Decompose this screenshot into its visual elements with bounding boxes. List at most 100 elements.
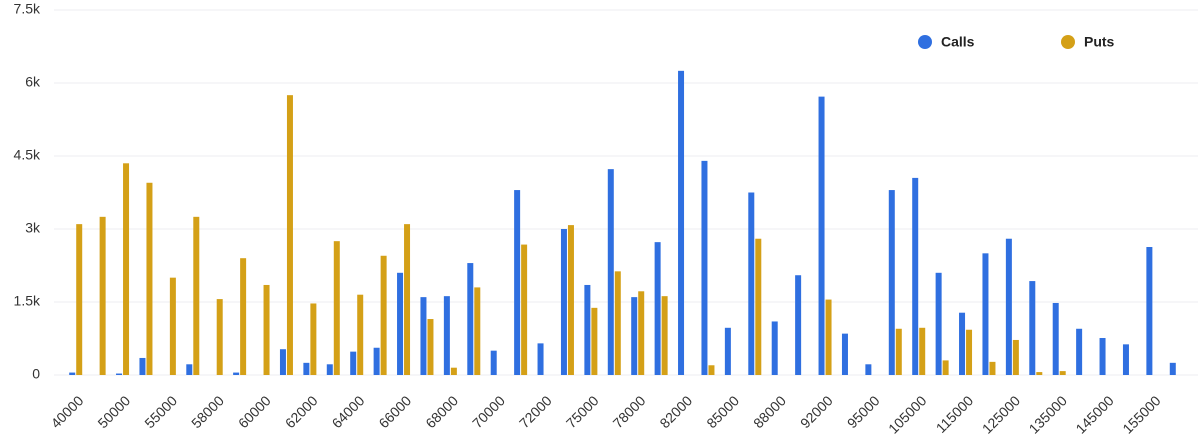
x-tick-label: 55000 [141, 392, 180, 431]
bar [443, 296, 450, 375]
x-tick-label: 125000 [979, 392, 1023, 435]
bar [233, 372, 240, 375]
x-tick-label: 88000 [750, 392, 789, 431]
x-tick-label: 115000 [933, 392, 977, 435]
x-tick-label: 50000 [94, 392, 133, 431]
x-tick-label: 66000 [375, 392, 414, 431]
bar [614, 271, 621, 375]
y-tick-label: 0 [32, 366, 40, 382]
bar [397, 272, 404, 375]
x-tick-label: 82000 [656, 392, 695, 431]
legend-label: Puts [1084, 34, 1115, 50]
bar [1052, 302, 1059, 375]
bar [888, 190, 895, 375]
y-tick-label: 1.5k [14, 293, 41, 309]
x-tick-label: 75000 [563, 392, 602, 431]
bar [279, 349, 286, 375]
bar [380, 255, 387, 375]
bar [450, 367, 457, 375]
bar [1146, 247, 1153, 375]
x-tick-label: 78000 [610, 392, 649, 431]
bar [537, 343, 544, 375]
x-tick-label: 40000 [48, 392, 87, 431]
y-tick-label: 4.5k [14, 147, 41, 163]
bar [584, 284, 591, 375]
x-tick-label: 155000 [1119, 392, 1163, 435]
x-tick-label: 145000 [1072, 392, 1116, 435]
bar [755, 238, 762, 375]
bar [474, 287, 481, 375]
bar [1005, 238, 1012, 375]
bar [865, 364, 872, 375]
bar [607, 169, 614, 375]
bar [427, 319, 434, 375]
bar [1076, 328, 1083, 375]
bar [146, 182, 153, 375]
x-tick-label: 95000 [844, 392, 883, 431]
bar [771, 321, 778, 375]
bar [724, 327, 731, 375]
bar [326, 364, 333, 375]
bar [959, 312, 966, 375]
bar [631, 297, 638, 375]
x-tick-label: 135000 [1026, 392, 1070, 435]
bar [99, 216, 106, 375]
bar [216, 299, 223, 375]
bar [1169, 362, 1176, 375]
bar [404, 224, 411, 375]
bar [357, 294, 364, 375]
bar [521, 244, 528, 375]
legend-marker [1061, 35, 1075, 49]
bar [116, 373, 123, 375]
bar [567, 225, 574, 375]
bar [1012, 339, 1019, 375]
bar [591, 307, 598, 375]
bar [69, 372, 76, 375]
bar [514, 190, 521, 375]
bar [373, 347, 380, 375]
bar [661, 296, 668, 375]
bar [420, 297, 427, 375]
x-tick-label: 62000 [282, 392, 321, 431]
bar [895, 328, 902, 375]
bar [193, 216, 200, 375]
x-tick-label: 105000 [885, 392, 929, 435]
bar [1099, 338, 1106, 375]
y-tick-label: 6k [25, 74, 41, 90]
bar [1122, 344, 1129, 375]
bar [678, 70, 685, 375]
bar [654, 242, 661, 375]
bar [169, 277, 176, 375]
bar [795, 275, 802, 375]
x-tick-label: 70000 [469, 392, 508, 431]
bar [825, 299, 832, 375]
x-tick-label: 92000 [797, 392, 836, 431]
bar [919, 327, 926, 375]
bar [240, 258, 247, 375]
x-tick-label: 58000 [188, 392, 227, 431]
y-tick-label: 3k [25, 220, 41, 236]
bar [1029, 281, 1036, 375]
bar [560, 229, 567, 375]
bar [818, 96, 825, 376]
bar [989, 361, 996, 375]
bar [350, 351, 357, 375]
bar [935, 272, 942, 375]
bar [912, 177, 919, 375]
bar [303, 362, 310, 375]
bar [982, 253, 989, 375]
bar [966, 329, 973, 375]
x-tick-label: 72000 [516, 392, 555, 431]
bar [123, 163, 130, 375]
legend-label: Calls [941, 34, 975, 50]
bar [708, 365, 715, 375]
bar [490, 350, 497, 375]
bar [1059, 371, 1066, 375]
bar [139, 357, 146, 375]
bar [286, 95, 293, 376]
bar [1036, 372, 1043, 375]
bar [263, 284, 270, 375]
bar [748, 192, 755, 375]
x-tick-label: 64000 [329, 392, 368, 431]
